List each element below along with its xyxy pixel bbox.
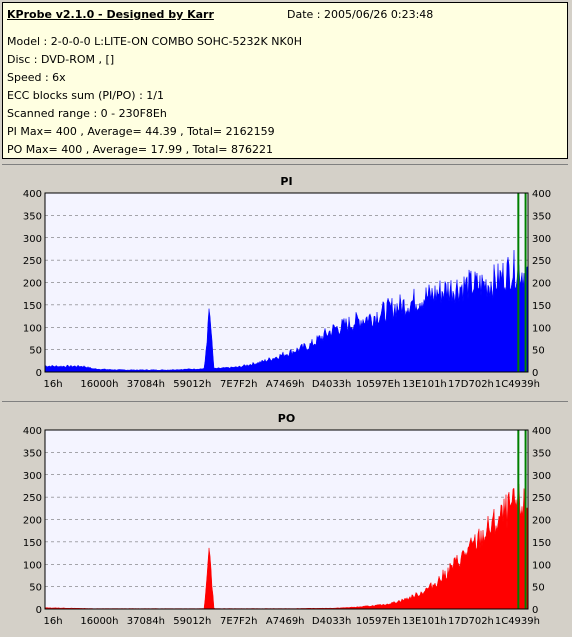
pi-ytick-left: 300	[23, 234, 42, 245]
po-ytick-left: 250	[23, 493, 42, 504]
po-chart-title: PO	[278, 412, 295, 425]
po-ytick-left: 0	[36, 605, 42, 616]
disc-line: Disc : DVD-ROM , []	[7, 53, 114, 66]
pi-xtick: D4033h	[312, 379, 352, 390]
pi-chart: PI 0 0 50 50 100 100 150 150 200 200 250 250 300 300 35…	[2, 165, 568, 393]
pi-xtick: 7E7F2h	[220, 379, 258, 390]
app-title: KProbe v2.1.0 - Designed by Karr	[7, 8, 214, 21]
po-ytick-left: 150	[23, 538, 42, 549]
pi-ytick-left: 150	[23, 301, 42, 312]
pi-ytick-right: 50	[532, 346, 545, 357]
po-ytick-left: 350	[23, 448, 42, 459]
pi-chart-panel: PI 0 0 50 50 100 100 150 150 200 200 250 250 300 300 35…	[2, 164, 568, 393]
pi-ytick-right: 300	[532, 234, 551, 245]
po-xtick: A7469h	[266, 616, 305, 627]
po-ytick-left: 400	[23, 426, 42, 437]
po-ytick-right: 0	[532, 605, 538, 616]
po-ytick-left: 300	[23, 471, 42, 482]
pi-xtick: 16h	[43, 379, 62, 390]
po-summary-line: PO Max= 400 , Average= 17.99 , Total= 87…	[7, 143, 273, 156]
po-ytick-right: 50	[532, 583, 545, 594]
po-xtick: 59012h	[173, 616, 211, 627]
po-chart-panel: PO 0 0 50 50 100 100 150 150 200 200 250 250 300 300 35…	[2, 401, 568, 634]
pi-ytick-left: 250	[23, 256, 42, 267]
po-ytick-right: 350	[532, 448, 551, 459]
po-ytick-right: 250	[532, 493, 551, 504]
pi-ytick-right: 250	[532, 256, 551, 267]
pi-ytick-left: 350	[23, 211, 42, 222]
pi-xtick: 1C4939h	[495, 379, 540, 390]
pi-ytick-right: 350	[532, 211, 551, 222]
pi-chart-title: PI	[280, 175, 292, 188]
po-xtick: 16h	[43, 616, 62, 627]
po-xtick: 37084h	[127, 616, 165, 627]
pi-ytick-left: 50	[29, 346, 42, 357]
pi-xtick: 37084h	[127, 379, 165, 390]
pi-xtick: A7469h	[266, 379, 305, 390]
pi-ytick-right: 400	[532, 189, 551, 200]
pi-ytick-left: 200	[23, 279, 42, 290]
po-xtick: 16000h	[80, 616, 118, 627]
model-line: Model : 2-0-0-0 L:LITE-ON COMBO SOHC-523…	[7, 35, 302, 48]
po-ytick-left: 50	[29, 583, 42, 594]
pi-ytick-right: 150	[532, 301, 551, 312]
pi-ytick-left: 100	[23, 323, 42, 334]
pi-ytick-left: 0	[36, 368, 42, 379]
po-ytick-right: 200	[532, 516, 551, 527]
pi-xtick: 13E101h	[402, 379, 446, 390]
scan-date: Date : 2005/06/26 0:23:48	[287, 8, 433, 21]
pi-xtick: 16000h	[80, 379, 118, 390]
po-xtick: D4033h	[312, 616, 352, 627]
po-xtick: 13E101h	[402, 616, 446, 627]
pi-ytick-right: 100	[532, 323, 551, 334]
po-ytick-left: 200	[23, 516, 42, 527]
pi-xtick: 59012h	[173, 379, 211, 390]
po-xtick: 10597Eh	[356, 616, 400, 627]
info-panel: KProbe v2.1.0 - Designed by Karr Date : …	[2, 2, 568, 159]
po-ytick-left: 100	[23, 560, 42, 571]
pi-xtick: 10597Eh	[356, 379, 400, 390]
po-xtick: 1C4939h	[495, 616, 540, 627]
pi-xtick: 17D702h	[448, 379, 494, 390]
po-xtick: 17D702h	[448, 616, 494, 627]
po-ytick-right: 400	[532, 426, 551, 437]
po-ytick-right: 150	[532, 538, 551, 549]
pi-summary-line: PI Max= 400 , Average= 44.39 , Total= 21…	[7, 125, 275, 138]
pi-ytick-right: 0	[532, 368, 538, 379]
po-ytick-right: 300	[532, 471, 551, 482]
speed-line: Speed : 6x	[7, 71, 66, 84]
po-chart: PO 0 0 50 50 100 100 150 150 200 200 250 250 300 300 35…	[2, 402, 568, 634]
po-ytick-right: 100	[532, 560, 551, 571]
pi-ytick-right: 200	[532, 279, 551, 290]
ecc-line: ECC blocks sum (PI/PO) : 1/1	[7, 89, 164, 102]
range-line: Scanned range : 0 - 230F8Eh	[7, 107, 167, 120]
po-xtick: 7E7F2h	[220, 616, 258, 627]
pi-ytick-left: 400	[23, 189, 42, 200]
